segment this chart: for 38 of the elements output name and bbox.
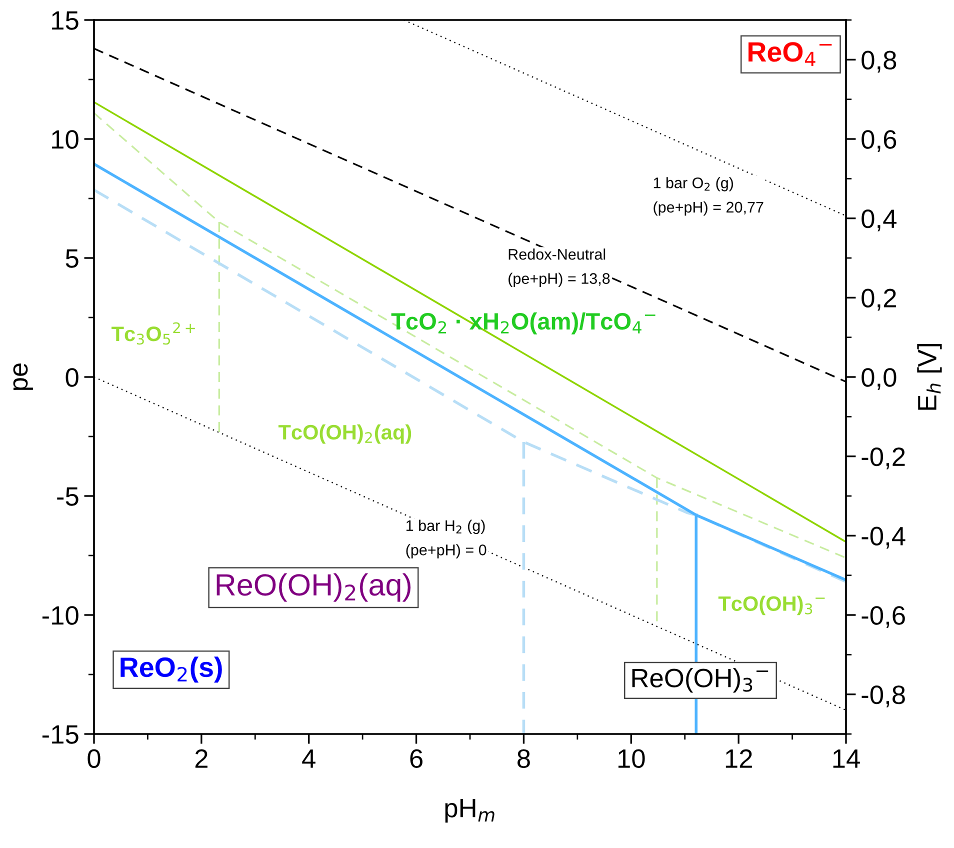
x-tick-label: 10 [618, 749, 645, 768]
y2-tick-label: 0,0 [862, 368, 896, 390]
x-tick-label: 4 [302, 750, 316, 768]
y-tick-label: 10 [52, 130, 78, 149]
y2-axis-title: E$_{h}$ [V] [917, 344, 942, 410]
y2-tick-label: 0,2 [862, 288, 896, 311]
y2-tick-label: 0,8 [862, 50, 896, 73]
annotation: TcO(OH)$_{2}$(aq) [278, 424, 412, 444]
y2-tick-label: -0,2 [862, 447, 905, 470]
annotation: TcO$_{2}$ · xH$_{2}$O(am)/TcO$_{4}$$^{−}$ [391, 312, 656, 334]
x-tick-label: 14 [833, 750, 860, 768]
annotation: ReO$_{4}$$^{−}$ [748, 42, 832, 66]
y-axis-title: pe [13, 363, 33, 390]
annotation: Tc$_{3}$O$_{5}$$^{2+}$ [112, 322, 195, 345]
x-tick-label: 8 [518, 749, 530, 768]
annotation: 1 bar H$_{2}$ (g) (pe+pH) = 0 [406, 520, 486, 558]
y2-tick-label: -0,4 [862, 526, 906, 549]
y-tick-label: -5 [57, 487, 78, 506]
x-tick-label: 2 [195, 749, 208, 768]
y-tick-label: -15 [42, 725, 78, 744]
y2-tick-label: -0,6 [862, 606, 905, 628]
y2-tick-label: 0,4 [862, 209, 896, 232]
x-axis-title: pH$_{m}$ [445, 799, 494, 823]
y-tick-label: 5 [66, 249, 78, 268]
x-tick-label: 6 [410, 749, 422, 768]
annotation: Redox-Neutral (pe+pH) = 13,8 [508, 248, 610, 287]
x-tick-label: 12 [726, 749, 752, 768]
annotation: ReO(OH)$_{2}$(aq) [216, 573, 411, 602]
annotation: ReO(OH)$_{3}$$^{−}$ [632, 668, 768, 693]
annotation: 1 bar O$_{2}$ (g) (pe+pH) = 20,77 [654, 177, 764, 216]
x-tick-label: 0 [88, 749, 100, 768]
annotation: TcO(OH)$_{3}$$^{−}$ [718, 596, 825, 616]
y-tick-label: -10 [42, 606, 78, 625]
y-tick-label: 15 [52, 11, 78, 30]
annotation: ReO$_{2}$(s) [120, 656, 222, 683]
y2-tick-label: -0,8 [862, 685, 905, 708]
y2-tick-label: 0,6 [862, 130, 896, 152]
y-tick-label: 0 [66, 368, 78, 387]
